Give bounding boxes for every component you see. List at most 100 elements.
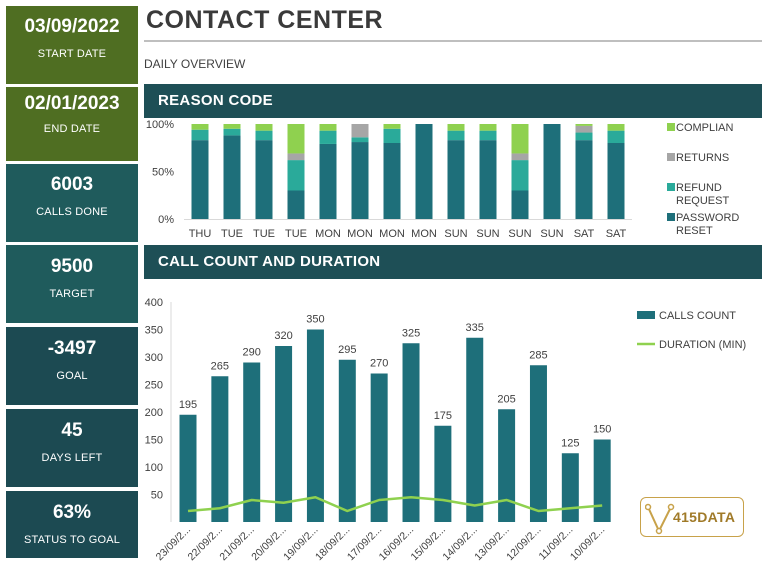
legend-label-duration: DURATION (MIN) bbox=[659, 339, 746, 351]
bar-segment bbox=[575, 125, 593, 133]
y-tick-label: 250 bbox=[145, 380, 163, 392]
data-label: 125 bbox=[561, 437, 579, 449]
data-label: 335 bbox=[466, 322, 484, 334]
y-tick-label: 350 bbox=[145, 325, 163, 337]
legend-label: RETURNS bbox=[676, 152, 729, 164]
y-tick-label: 200 bbox=[145, 407, 163, 419]
x-tick-label: 10/09/2... bbox=[568, 524, 607, 563]
target-label: TARGET bbox=[49, 288, 95, 300]
y-tick-label: 400 bbox=[145, 297, 163, 309]
bar bbox=[434, 425, 452, 522]
data-label: 295 bbox=[338, 344, 356, 356]
legend-label: REFUND REQUEST bbox=[676, 182, 729, 207]
bar-segment bbox=[511, 153, 529, 161]
x-tick-label: MON bbox=[411, 228, 437, 240]
x-tick-label: TUE bbox=[285, 228, 307, 240]
bar-segment bbox=[383, 128, 401, 143]
x-tick-label: SAT bbox=[606, 228, 627, 240]
data-label: 195 bbox=[179, 399, 197, 411]
logo-v-mark-icon bbox=[645, 503, 675, 535]
y-tick-label: 150 bbox=[145, 435, 163, 447]
y-tick-label: 0% bbox=[158, 214, 174, 226]
bar-segment bbox=[511, 190, 529, 219]
bar-segment bbox=[479, 140, 497, 219]
bar-segment bbox=[255, 140, 273, 219]
bar-segment bbox=[607, 130, 625, 143]
legend-swatch bbox=[667, 123, 675, 131]
x-tick-label: SUN bbox=[476, 228, 499, 240]
data-label: 175 bbox=[434, 410, 452, 422]
legend-swatch bbox=[667, 183, 675, 191]
data-label: 265 bbox=[211, 360, 229, 372]
bar-segment bbox=[447, 130, 465, 141]
kpi-end-date: 02/01/2023 END DATE bbox=[6, 87, 138, 161]
goal-label: GOAL bbox=[56, 370, 88, 382]
y-tick-label: 100% bbox=[146, 119, 174, 131]
bar-segment bbox=[383, 124, 401, 129]
legend-label: COMPLIAN bbox=[676, 122, 734, 134]
bar-segment bbox=[255, 124, 273, 131]
reason-code-banner: REASON CODE bbox=[144, 84, 762, 118]
bar-segment bbox=[255, 130, 273, 141]
bar-segment bbox=[575, 132, 593, 141]
bar bbox=[243, 362, 261, 522]
bar bbox=[338, 359, 356, 522]
bar-segment bbox=[511, 124, 529, 154]
kpi-days-left: 45 DAYS LEFT bbox=[6, 409, 138, 487]
bar-segment bbox=[607, 124, 625, 131]
bar-segment bbox=[543, 124, 561, 219]
calls-done-value: 6003 bbox=[50, 174, 94, 195]
duration-line bbox=[187, 496, 603, 513]
bar-segment bbox=[223, 135, 241, 219]
bar bbox=[529, 365, 547, 522]
x-tick-label: MON bbox=[315, 228, 341, 240]
kpi-target: 9500 TARGET bbox=[6, 245, 138, 323]
bar-segment bbox=[351, 142, 369, 219]
days-left-label: DAYS LEFT bbox=[41, 452, 103, 464]
x-tick-label: TUE bbox=[221, 228, 243, 240]
x-tick-label: MON bbox=[379, 228, 405, 240]
y-tick-label: 300 bbox=[145, 352, 163, 364]
x-tick-label: THU bbox=[189, 228, 212, 240]
end-date-label: END DATE bbox=[43, 123, 101, 135]
call-count-chart: 5010015020025030035040019523/09/2...2652… bbox=[145, 297, 747, 563]
legend-swatch bbox=[667, 213, 675, 221]
data-label: 205 bbox=[497, 393, 515, 405]
calls-done-label: CALLS DONE bbox=[36, 206, 108, 218]
bar-segment bbox=[287, 160, 305, 191]
bar-segment bbox=[447, 124, 465, 131]
bar-segment bbox=[223, 128, 241, 136]
bar-segment bbox=[191, 140, 209, 219]
x-tick-label: MON bbox=[347, 228, 373, 240]
call-count-banner: CALL COUNT AND DURATION bbox=[144, 245, 762, 279]
bar bbox=[179, 414, 197, 522]
y-tick-label: 50% bbox=[152, 167, 174, 179]
x-tick-label: SUN bbox=[444, 228, 467, 240]
bar-segment bbox=[287, 190, 305, 219]
kpi-goal: -3497 GOAL bbox=[6, 327, 138, 405]
bar-segment bbox=[319, 130, 337, 144]
bar-segment bbox=[511, 160, 529, 191]
x-tick-label: 12/09/2... bbox=[504, 524, 543, 563]
bar-segment bbox=[319, 124, 337, 131]
status-value: 63% bbox=[52, 502, 92, 523]
x-tick-label: TUE bbox=[253, 228, 275, 240]
bar-segment bbox=[447, 140, 465, 219]
kpi-start-date: 03/09/2022 START DATE bbox=[6, 6, 138, 84]
bar-segment bbox=[607, 143, 625, 219]
page-title: CONTACT CENTER bbox=[146, 6, 384, 34]
days-left-value: 45 bbox=[61, 420, 83, 441]
x-tick-label: SUN bbox=[508, 228, 531, 240]
x-tick-label: SUN bbox=[540, 228, 563, 240]
bar bbox=[498, 409, 516, 522]
data-label: 270 bbox=[370, 358, 388, 370]
bar-segment bbox=[575, 140, 593, 219]
bar bbox=[402, 343, 420, 522]
bar bbox=[306, 329, 324, 522]
legend-swatch bbox=[667, 153, 675, 161]
data-label: 290 bbox=[243, 347, 261, 359]
bar-segment bbox=[319, 143, 337, 219]
page-subtitle: DAILY OVERVIEW bbox=[144, 57, 246, 71]
data-label: 320 bbox=[274, 330, 292, 342]
bar bbox=[275, 346, 293, 522]
